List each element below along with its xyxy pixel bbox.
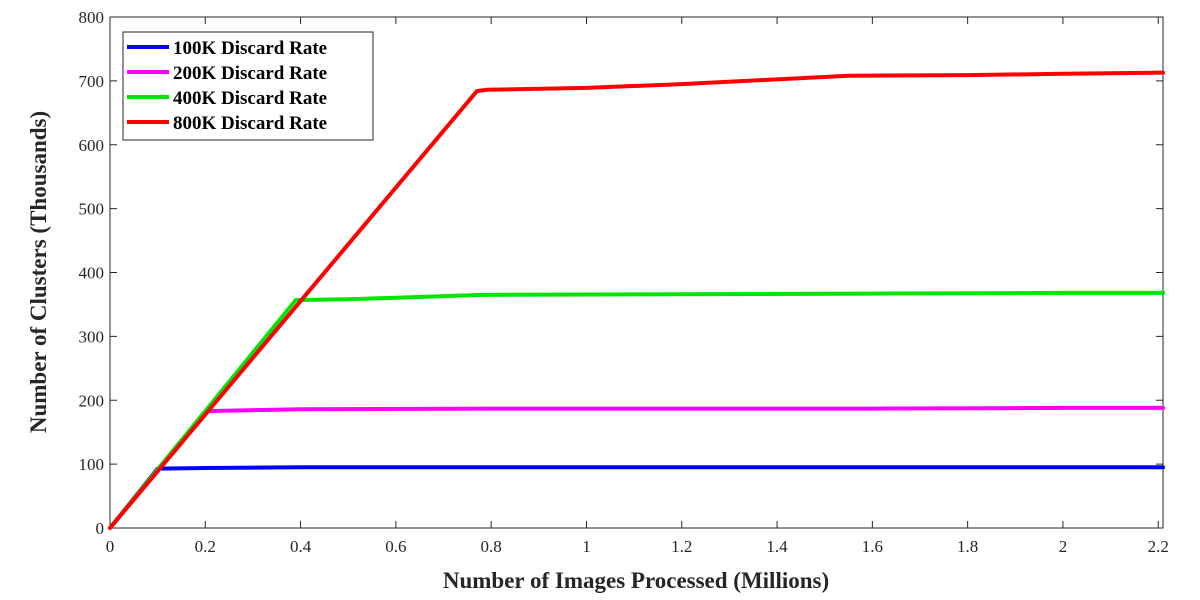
series-line-2: [108, 405, 1165, 530]
x-tick-label: 0.8: [481, 537, 502, 556]
y-axis-ticks: 0 100 200 300 400 500 600 700 800: [79, 8, 1163, 538]
x-tick-label: 0.2: [195, 537, 216, 556]
y-tick-label: 600: [79, 136, 105, 155]
x-tick-label: 2: [1059, 537, 1068, 556]
y-tick-label: 0: [96, 519, 105, 538]
legend: 100K Discard Rate 200K Discard Rate 400K D…: [122, 31, 374, 141]
x-tick-label: 1.6: [862, 537, 883, 556]
series-line-3: [108, 290, 1165, 530]
y-tick-label: 200: [79, 391, 105, 410]
legend-entry: 800K Discard Rate: [173, 113, 327, 134]
legend-entry: 100K Discard Rate: [173, 38, 327, 59]
y-axis-label: Number of Clusters (Thousands): [26, 111, 51, 433]
x-axis-label: Number of Images Processed (Millions): [443, 568, 829, 593]
y-tick-label: 300: [79, 327, 105, 346]
y-tick-label: 100: [79, 455, 105, 474]
x-tick-label: 1.8: [957, 537, 978, 556]
y-tick-label: 800: [79, 8, 105, 27]
x-tick-label: 1: [582, 537, 591, 556]
series-line-4: [108, 70, 1165, 530]
y-tick-label: 500: [79, 200, 105, 219]
series-lines: [108, 70, 1165, 530]
x-tick-label: 0.6: [385, 537, 406, 556]
y-tick-label: 700: [79, 72, 105, 91]
x-tick-label: 0.4: [290, 537, 312, 556]
x-tick-label: 1.2: [671, 537, 692, 556]
legend-entry: 400K Discard Rate: [173, 88, 327, 109]
y-tick-label: 400: [79, 264, 105, 283]
legend-entry: 200K Discard Rate: [173, 63, 327, 84]
x-tick-label: 1.4: [766, 537, 788, 556]
x-tick-label: 2.2: [1148, 537, 1169, 556]
x-axis-ticks: 0 0.2 0.4 0.6 0.8 1 1.2 1.4 1.6 1.8 2 2.2: [106, 17, 1169, 556]
x-tick-label: 0: [106, 537, 115, 556]
series-line-1: [108, 465, 1165, 530]
